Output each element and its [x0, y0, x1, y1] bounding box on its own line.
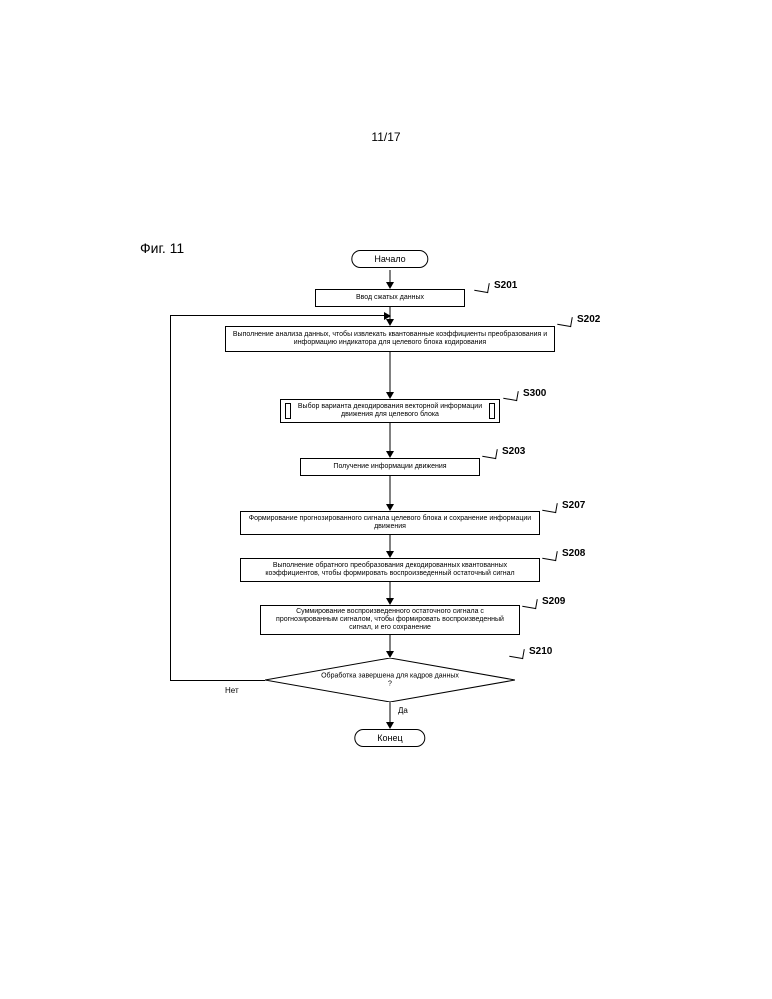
label-s300: S300 [523, 388, 546, 399]
tick-icon [503, 389, 519, 401]
end-terminator: Конец [354, 729, 425, 747]
arrow-icon [386, 319, 394, 326]
tick-icon [522, 597, 538, 609]
step-text: Выбор варианта декодирования векторной и… [286, 403, 494, 419]
connector [390, 702, 391, 724]
yes-label: Да [398, 706, 408, 715]
decision-text: Обработка завершена для кадров данных ? [320, 672, 460, 687]
arrow-icon [386, 722, 394, 729]
tick-icon [542, 549, 558, 561]
arrow-icon [386, 551, 394, 558]
label-s203: S203 [502, 446, 525, 457]
connector [390, 423, 391, 453]
no-label: Нет [225, 686, 239, 695]
arrow-icon [386, 504, 394, 511]
decision-s210: Обработка завершена для кадров данных ? [265, 658, 515, 702]
step-s201: Ввод сжатых данных [315, 289, 465, 307]
flowchart: Начало Ввод сжатых данных S201 Выполнени… [180, 250, 600, 880]
step-s207: Формирование прогнозированного сигнала ц… [240, 511, 540, 535]
loop-line [170, 315, 386, 316]
arrow-icon [386, 598, 394, 605]
label-s210: S210 [529, 646, 552, 657]
arrow-icon [386, 651, 394, 658]
connector [390, 352, 391, 394]
step-s202: Выполнение анализа данных, чтобы извлека… [225, 326, 555, 352]
figure-label: Фиг. 11 [140, 240, 184, 256]
sub-marker-icon [489, 403, 495, 419]
loop-line [170, 315, 171, 681]
arrow-icon [386, 392, 394, 399]
tick-icon [542, 501, 558, 513]
label-s207: S207 [562, 500, 585, 511]
arrow-icon [386, 282, 394, 289]
sub-marker-icon [285, 403, 291, 419]
tick-icon [557, 315, 573, 327]
label-s208: S208 [562, 548, 585, 559]
step-s209: Суммирование воспроизведенного остаточно… [260, 605, 520, 635]
start-terminator: Начало [351, 250, 428, 268]
label-s202: S202 [577, 314, 600, 325]
arrow-icon [384, 312, 391, 320]
step-s300: Выбор варианта декодирования векторной и… [280, 399, 500, 423]
tick-icon [482, 447, 498, 459]
step-s208: Выполнение обратного преобразования деко… [240, 558, 540, 582]
tick-icon [474, 281, 490, 293]
page-number: 11/17 [0, 130, 772, 144]
label-s209: S209 [542, 596, 565, 607]
connector [390, 476, 391, 506]
loop-line [170, 680, 265, 681]
arrow-icon [386, 451, 394, 458]
step-s203: Получение информации движения [300, 458, 480, 476]
label-s201: S201 [494, 280, 517, 291]
